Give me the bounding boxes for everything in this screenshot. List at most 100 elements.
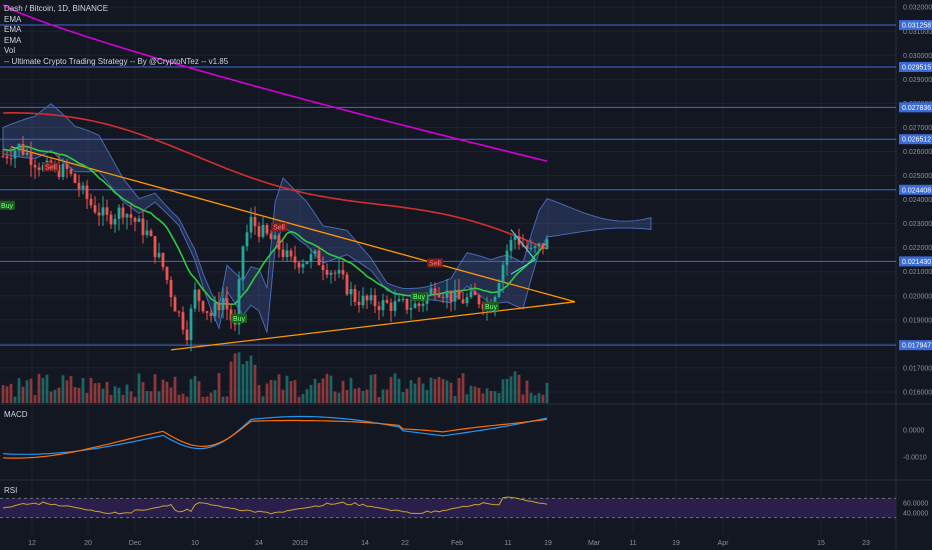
candle-body <box>193 289 197 309</box>
candle-body <box>409 307 413 310</box>
volume-bar <box>37 373 41 403</box>
price-tick-label: 0.017000 <box>903 365 932 372</box>
signal-badge <box>411 292 427 302</box>
candle-body <box>545 239 549 249</box>
signal-badge <box>271 222 287 232</box>
candle-body <box>205 311 209 313</box>
candle-body <box>225 298 229 310</box>
candle-body <box>429 288 433 295</box>
candle-body <box>37 167 41 170</box>
candle-body <box>81 185 85 190</box>
candle-body <box>213 302 217 317</box>
candle-body <box>465 297 469 304</box>
macd-tick-label: 0.0000 <box>903 428 925 435</box>
candle-body <box>257 226 261 237</box>
volume-bar <box>145 391 149 403</box>
rsi-panel-label: RSI <box>4 486 18 495</box>
volume-bar <box>417 377 421 403</box>
candle-body <box>261 225 265 237</box>
volume-bar <box>497 393 501 403</box>
volume-bar <box>349 377 353 403</box>
candle-body <box>313 250 317 255</box>
candle-body <box>153 236 157 258</box>
candle-body <box>361 295 365 306</box>
volume-bar <box>165 381 169 403</box>
legend-line-ema-3: EMA <box>4 35 22 45</box>
volume-bar <box>9 383 13 403</box>
level-price-label: 0.031258 <box>902 23 931 30</box>
volume-bar <box>493 391 497 403</box>
price-tick-label: 0.030000 <box>903 53 932 60</box>
volume-bar <box>245 360 249 403</box>
signal-badge <box>483 301 499 311</box>
candle-body <box>201 301 205 312</box>
candle-body <box>9 158 13 160</box>
volume-bar <box>273 380 277 403</box>
volume-bar <box>25 380 29 403</box>
time-tick-label: 11 <box>504 540 511 547</box>
price-tick-label: 0.031000 <box>903 29 932 36</box>
volume-bar <box>277 374 281 403</box>
candle-body <box>245 232 249 247</box>
volume-bar <box>57 387 61 403</box>
volume-bar <box>345 389 349 403</box>
candle-body <box>505 250 509 265</box>
volume-bar <box>13 396 17 403</box>
volume-bar <box>77 387 81 403</box>
candle-body <box>333 272 337 274</box>
candle-body <box>309 254 313 262</box>
signal-badge <box>231 313 247 323</box>
candle-body <box>149 230 153 237</box>
candle-body <box>285 250 289 257</box>
time-tick-label: Apr <box>718 540 730 547</box>
volume-bar <box>189 379 193 403</box>
volume-bar <box>393 373 397 403</box>
volume-bar <box>517 374 521 403</box>
candle-body <box>197 289 201 302</box>
candle-body <box>445 290 449 298</box>
volume-bar <box>177 394 181 403</box>
volume-bar <box>501 379 505 403</box>
candle-body <box>73 173 77 183</box>
candle-body <box>393 301 397 312</box>
volume-bar <box>157 391 161 403</box>
volume-bar <box>241 364 245 403</box>
candle-body <box>353 289 357 302</box>
volume-bar <box>337 392 341 403</box>
candle-body <box>281 249 285 257</box>
time-tick-label: 14 <box>361 540 369 547</box>
volume-bar <box>293 380 297 403</box>
volume-bar <box>261 396 265 403</box>
time-tick-label: 11 <box>629 540 636 547</box>
candle-body <box>337 270 341 274</box>
candle-body <box>321 265 325 270</box>
volume-bar <box>225 396 229 403</box>
volume-bar <box>257 385 261 403</box>
candle-body <box>509 239 513 251</box>
price-tick-label: 0.029000 <box>903 77 932 84</box>
volume-bar <box>425 389 429 403</box>
candle-body <box>105 207 109 215</box>
price-tick-label: 0.027000 <box>903 125 932 132</box>
candle-body <box>461 299 465 304</box>
volume-bar <box>521 394 525 403</box>
candle-body <box>389 302 393 312</box>
trendline-lower <box>170 301 576 351</box>
candle-body <box>209 312 213 317</box>
time-tick-label: 19 <box>544 540 552 547</box>
volume-bar <box>197 381 201 403</box>
volume-bar <box>265 383 269 403</box>
volume-bar <box>377 396 381 403</box>
price-tick-label: 0.023000 <box>903 221 932 228</box>
volume-bar <box>105 381 109 403</box>
candle-body <box>157 252 161 258</box>
volume-bar <box>97 382 101 403</box>
candle-body <box>401 298 405 300</box>
candle-body <box>17 144 21 151</box>
price-tick-label: 0.020000 <box>903 293 932 300</box>
level-price-label: 0.027836 <box>902 105 931 112</box>
volume-bar <box>237 352 241 403</box>
candle-body <box>161 252 165 268</box>
candle-body <box>269 233 273 240</box>
